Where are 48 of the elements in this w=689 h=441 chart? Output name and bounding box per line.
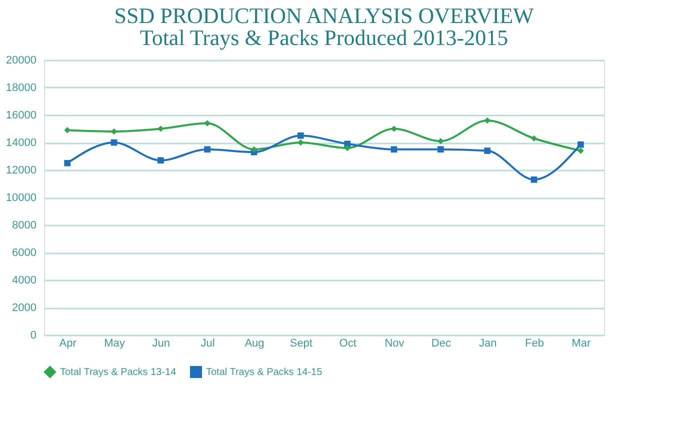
y-tick-label: 8000 (12, 220, 36, 232)
chart-subtitle: Total Trays & Packs Produced 2013-2015 (140, 25, 508, 50)
point (530, 176, 538, 183)
point (250, 146, 258, 153)
y-tick-label: 16000 (6, 110, 36, 122)
legend-label: Total Trays & Packs 14-15 (206, 367, 323, 378)
x-tick-label: May (104, 338, 126, 350)
x-tick-label: Aug (244, 338, 264, 350)
x-tick-label: Oct (339, 338, 356, 350)
x-tick-label: Jul (200, 338, 215, 350)
point (484, 148, 490, 154)
point (158, 157, 164, 164)
point (110, 128, 118, 135)
point (390, 146, 398, 153)
y-tick-label: 2000 (12, 302, 36, 314)
point (484, 117, 490, 124)
x-tick-label: Nov (384, 338, 405, 350)
y-tick-label: 20000 (6, 54, 36, 66)
point (344, 140, 350, 148)
chart-title: SSD PRODUCTION ANALYSIS OVERVIEW (114, 3, 534, 28)
y-tick-label: 6000 (12, 247, 36, 259)
x-tick-label: Sept (290, 338, 312, 350)
x-tick-label: Dec (431, 338, 452, 350)
point (438, 138, 444, 144)
y-tick-label: 14000 (6, 137, 36, 149)
point (64, 126, 70, 134)
y-tick-label: 18000 (6, 82, 36, 94)
point (64, 160, 70, 166)
point (530, 135, 538, 142)
x-tick-label: Feb (525, 338, 544, 350)
point (344, 144, 350, 152)
y-tick-label: 10000 (6, 192, 36, 204)
x-tick-label: Jun (152, 338, 170, 350)
point (438, 146, 444, 153)
point (298, 139, 304, 146)
point (390, 126, 398, 132)
point (204, 146, 210, 153)
legend-label: Total Trays & Packs 13-14 (60, 367, 177, 378)
y-tick-label: 4000 (12, 274, 36, 286)
x-tick-label: Mar (572, 338, 591, 350)
x-tick-label: Apr (59, 338, 77, 350)
x-tick-label: Jan (478, 338, 497, 350)
point (110, 139, 118, 146)
y-tick-label: 12000 (6, 164, 36, 176)
point (578, 141, 584, 148)
y-tick-label: 0 (30, 330, 36, 342)
point (298, 132, 304, 139)
point (578, 148, 584, 154)
